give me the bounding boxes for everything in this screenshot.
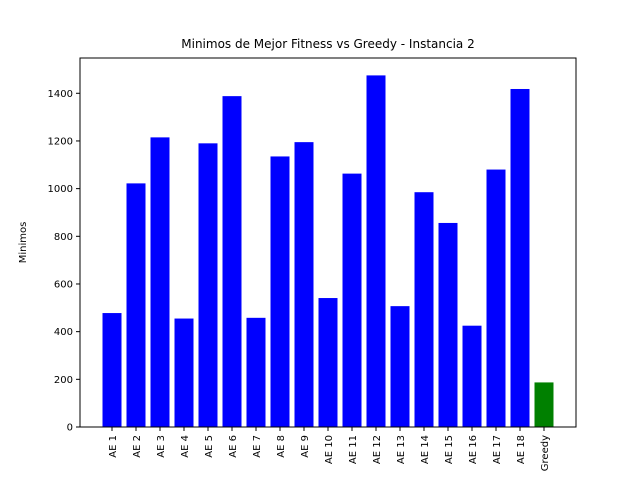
- x-tick-label: Greedy: [540, 435, 551, 471]
- x-tick-label: AE 3: [156, 435, 167, 458]
- bar-ae-9: [294, 142, 314, 427]
- bar-ae-12: [366, 75, 386, 428]
- bar-ae-1: [102, 313, 122, 427]
- y-tick-label: 400: [54, 327, 73, 338]
- plot-frame: [79, 57, 577, 428]
- y-axis-label: Minimos: [18, 222, 29, 264]
- x-tick-label: AE 4: [180, 435, 191, 458]
- y-tick-label: 0: [67, 423, 73, 434]
- x-tick-label: AE 9: [300, 435, 311, 458]
- bar-ae-2: [126, 183, 146, 427]
- x-tick-label: AE 14: [420, 435, 431, 464]
- bar-ae-18: [510, 88, 530, 427]
- x-tick-label: AE 13: [396, 435, 407, 464]
- x-tick-label: AE 16: [468, 435, 479, 464]
- x-tick-label: AE 7: [252, 435, 263, 458]
- y-tick-label: 200: [54, 375, 73, 386]
- bar-ae-7: [246, 317, 266, 427]
- bar-ae-11: [342, 173, 362, 427]
- bar-ae-17: [486, 169, 506, 427]
- x-tick-label: AE 6: [228, 435, 239, 458]
- bar-ae-4: [174, 318, 194, 427]
- x-tick-label: AE 18: [516, 435, 527, 464]
- x-tick-label: AE 11: [348, 435, 359, 464]
- bar-ae-10: [318, 298, 338, 427]
- y-tick-label: 1400: [48, 89, 73, 100]
- y-tick-label: 1200: [48, 136, 73, 147]
- x-axis: AE 1 AE 2 AE 3 AE 4 AE 5 AE 6 AE 7 AE 8 AE 9 AE 1…: [108, 427, 551, 471]
- bars-group: [102, 75, 554, 428]
- bar-ae-5: [198, 143, 218, 427]
- x-tick-label: AE 17: [492, 435, 503, 464]
- bar-ae-6: [222, 96, 242, 428]
- x-tick-label: AE 15: [444, 435, 455, 464]
- chart-title: Minimos de Mejor Fitness vs Greedy - Ins…: [181, 37, 474, 51]
- bar-ae-15: [438, 222, 458, 427]
- bar-ae-16: [462, 325, 482, 427]
- bar-ae-8: [270, 156, 290, 427]
- x-tick-label: AE 10: [324, 435, 335, 464]
- x-tick-label: AE 12: [372, 435, 383, 464]
- bar-ae-3: [150, 137, 170, 427]
- y-tick-label: 800: [54, 232, 73, 243]
- bar-ae-13: [390, 306, 410, 427]
- y-tick-label: 1000: [48, 184, 73, 195]
- x-tick-label: AE 1: [108, 435, 119, 458]
- x-tick-label: AE 5: [204, 435, 215, 458]
- bar-ae-14: [414, 192, 434, 427]
- x-tick-label: AE 2: [132, 435, 143, 458]
- y-tick-label: 600: [54, 279, 73, 290]
- x-tick-label: AE 8: [276, 435, 287, 458]
- bar-greedy: [534, 382, 554, 427]
- y-axis: 0 200 400 600 800 1000 1200 1400: [48, 89, 80, 434]
